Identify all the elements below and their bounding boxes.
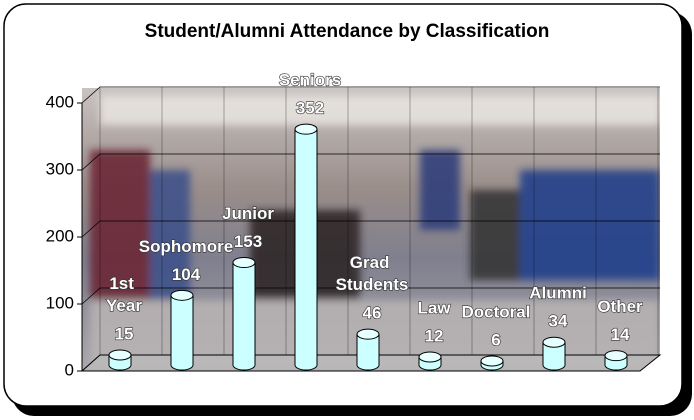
data-label-value: 34	[549, 312, 568, 331]
bar-top	[233, 257, 255, 267]
y-tick-label: 100	[46, 293, 74, 312]
bar-top	[109, 350, 131, 360]
chart: Student/Alumni Attendance by Classificat…	[0, 0, 694, 420]
bar-top	[171, 290, 193, 300]
data-label-category: Sophomore	[139, 237, 233, 256]
data-label-value: 104	[172, 265, 201, 284]
bar-top	[605, 351, 627, 361]
bar	[171, 295, 193, 365]
bar-top	[357, 329, 379, 339]
data-label-category: Other	[597, 297, 643, 316]
data-label-value: 15	[115, 324, 134, 343]
y-tick-label: 400	[46, 92, 74, 111]
y-tick-label: 300	[46, 159, 74, 178]
bar	[295, 129, 317, 365]
bar-top	[481, 356, 503, 366]
data-label-value: 14	[611, 325, 630, 344]
bar-top	[419, 352, 441, 362]
bar	[233, 262, 255, 365]
data-label-value: 46	[363, 304, 382, 323]
chart-title: Student/Alumni Attendance by Classificat…	[145, 21, 550, 42]
data-label-category: Doctoral	[462, 302, 531, 321]
data-label-value: 6	[491, 330, 500, 349]
data-label-category: Junior	[222, 204, 274, 223]
data-label-value: 153	[234, 232, 262, 251]
data-label-value: 352	[296, 99, 324, 118]
data-label-category: Alumni	[529, 284, 587, 303]
data-label-value: 12	[425, 326, 444, 345]
y-tick-label: 0	[65, 360, 74, 379]
y-tick-label: 200	[46, 226, 74, 245]
data-label-category: Seniors	[279, 71, 341, 90]
bar-top	[295, 124, 317, 134]
data-label-category: Law	[417, 298, 451, 317]
bar-top	[543, 337, 565, 347]
